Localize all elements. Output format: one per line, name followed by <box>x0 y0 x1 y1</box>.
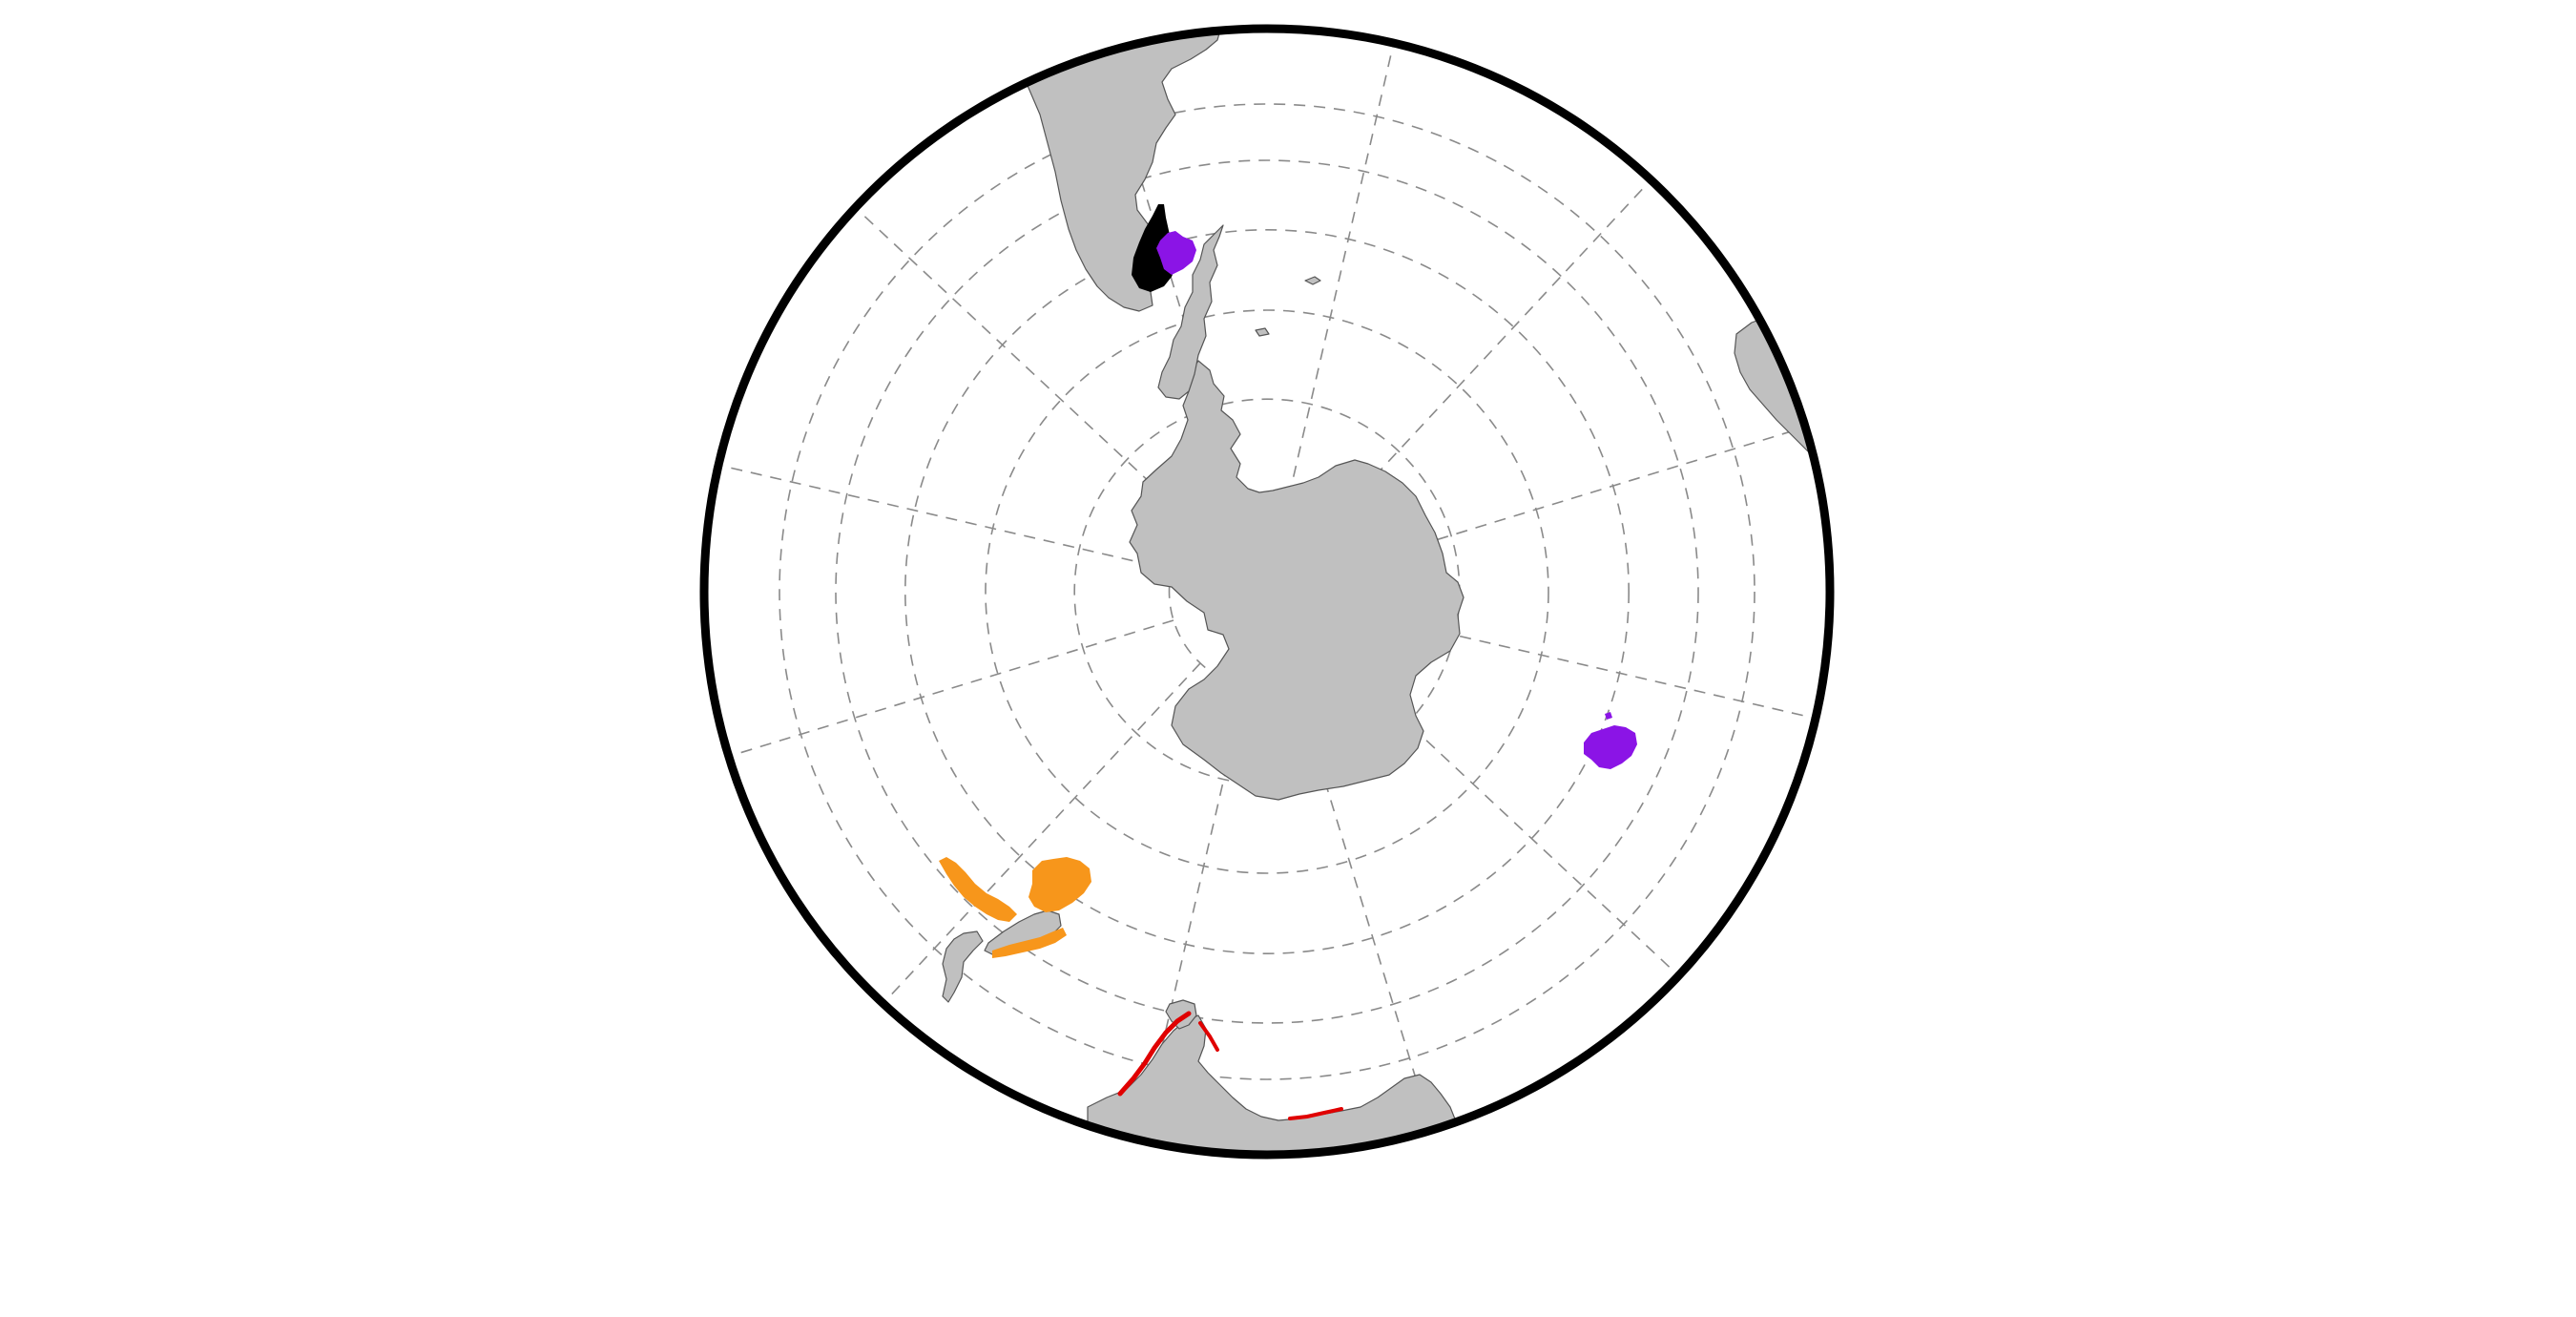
graticule-meridian <box>1361 613 1817 720</box>
new-zealand-orange-ridge <box>939 857 1017 922</box>
southern-australia-red-coast-east <box>1288 1107 1343 1120</box>
graticule-parallel <box>904 228 1631 955</box>
graticule-parallel <box>779 103 1755 1080</box>
graticule-meridian <box>854 207 1196 526</box>
antarctica <box>1129 360 1465 801</box>
south-georgia <box>1304 276 1321 285</box>
map-frame <box>699 24 1835 1160</box>
tasmania-red-coast <box>1198 1021 1219 1052</box>
new-zealand-north-island <box>942 930 984 1003</box>
south-orkney-islands <box>1255 327 1270 337</box>
graticule-meridian <box>728 619 1174 758</box>
new-zealand-orange-plateau <box>1028 857 1091 912</box>
australia <box>1087 1014 1470 1155</box>
graticule-meridian <box>883 662 1201 1005</box>
graticule-parallel <box>985 309 1549 874</box>
graticule-parallel <box>835 159 1699 1024</box>
kerguelen-purple-area <box>1584 725 1637 769</box>
falklands-purple-area <box>1156 231 1196 275</box>
southern-australia-red-coast <box>1117 1011 1192 1097</box>
antarctic-peninsula <box>1157 224 1224 400</box>
map-content <box>717 29 1830 1155</box>
graticule-meridian <box>1295 684 1433 1131</box>
graticule-meridian <box>1360 426 1806 564</box>
graticule-meridian <box>1333 178 1652 521</box>
graticule-meridian <box>1288 42 1395 497</box>
kerguelen-purple-islet <box>1605 712 1612 720</box>
new-zealand-orange-coastal-strip <box>992 928 1067 958</box>
graticule-meridian <box>717 464 1173 571</box>
graticule-meridian <box>1338 658 1680 976</box>
overlay-layer <box>939 204 1637 1120</box>
graticule <box>717 42 1817 1141</box>
